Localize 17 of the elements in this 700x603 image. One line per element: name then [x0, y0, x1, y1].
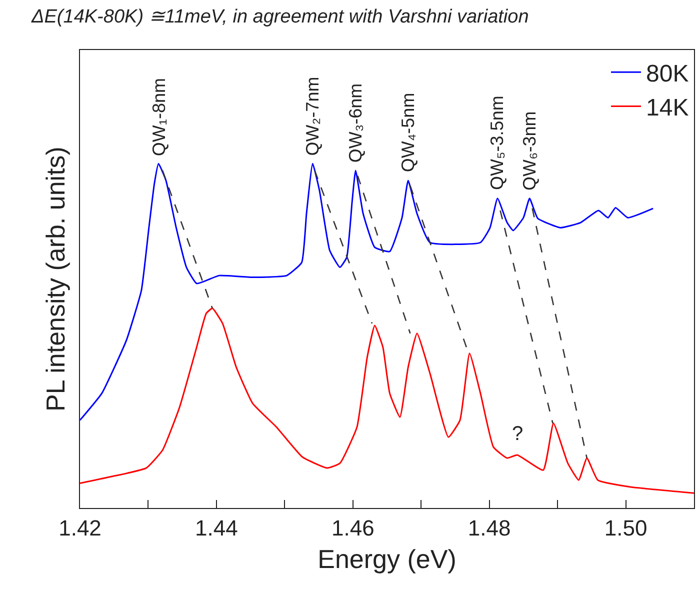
x-tick-label: 1.46: [331, 516, 374, 540]
x-tick-label: 1.50: [604, 516, 648, 540]
x-tick-label: 1.42: [58, 516, 102, 540]
annotation: QW₅-3.5nm: [487, 96, 508, 190]
annotation: QW₆-3nm: [520, 111, 540, 190]
legend-label: 80K: [646, 60, 689, 88]
annotation: QW₄-5nm: [398, 92, 418, 172]
annotation: QW₂-7nm: [302, 76, 322, 156]
annotation: QW₁-8nm: [148, 78, 169, 156]
annotation: ?: [512, 423, 524, 445]
chart-title: ΔE(14K-80K) ≅11meV, in agreement with Varshni variation: [30, 6, 529, 28]
annotation: QW₃-6nm: [346, 83, 366, 163]
x-axis-title: Energy (eV): [318, 544, 456, 574]
x-tick-label: 1.44: [195, 516, 238, 540]
y-axis-title: PL intensity (arb. units): [40, 146, 70, 412]
x-tick-label: 1.48: [468, 516, 511, 540]
legend-label: 14K: [646, 94, 689, 122]
